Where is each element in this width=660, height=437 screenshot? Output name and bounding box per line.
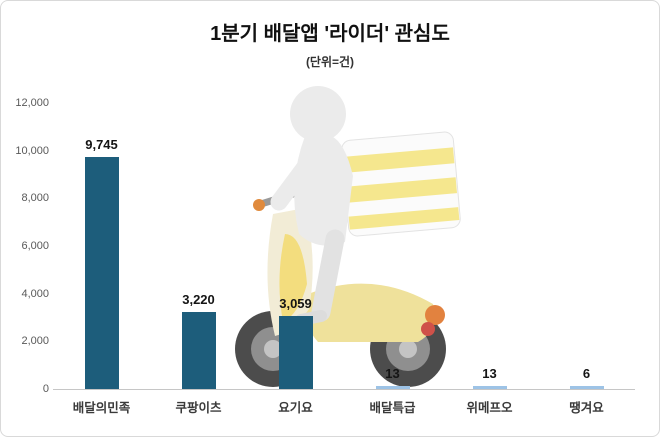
x-tick-label: 요기요 bbox=[278, 401, 313, 415]
y-axis: 0 2,000 4,000 6,000 8,000 10,000 12,000 bbox=[7, 97, 49, 395]
scooter-taillight-icon bbox=[425, 305, 445, 325]
y-tick-label: 12,000 bbox=[15, 97, 49, 109]
bar-value-label: 9,745 bbox=[85, 137, 118, 152]
delivery-box-icon bbox=[341, 131, 461, 237]
scooter-body-icon bbox=[304, 283, 436, 342]
x-tick-label: 쿠팡이츠 bbox=[175, 401, 222, 415]
scooter-taillight2-icon bbox=[421, 322, 435, 336]
bar-columns: 9,745 3,220 3,059 13 13 6 bbox=[53, 103, 635, 389]
y-tick-label: 2,000 bbox=[21, 335, 49, 348]
bar-value-label: 6 bbox=[582, 366, 591, 381]
delivery-rider-illustration bbox=[235, 86, 461, 387]
bar-value-label: 3,220 bbox=[182, 292, 215, 307]
y-tick-label: 4,000 bbox=[21, 287, 49, 300]
y-tick-label: 0 bbox=[42, 383, 49, 395]
chart-subtitle: (단위=건) bbox=[305, 55, 355, 69]
bar-value-label: 13 bbox=[385, 366, 400, 381]
bar bbox=[278, 316, 313, 389]
scooter-mirror-icon bbox=[253, 199, 265, 211]
plot-area: 9,745 3,220 3,059 13 13 6 bbox=[53, 103, 635, 390]
scooter-front-panel-icon bbox=[279, 234, 307, 322]
bar-column: 9,745 bbox=[53, 103, 150, 389]
bar-column: 3,059 bbox=[247, 103, 344, 389]
bar-column: 3,220 bbox=[150, 103, 247, 389]
bar-column: 13 bbox=[441, 103, 538, 389]
bar bbox=[375, 386, 410, 389]
x-tick-label: 배달의민족 bbox=[72, 401, 131, 415]
bar bbox=[472, 386, 507, 389]
bar bbox=[181, 312, 216, 389]
x-tick-label: 위메프오 bbox=[466, 401, 513, 415]
bar bbox=[569, 386, 604, 389]
bar-column: 13 bbox=[344, 103, 441, 389]
bar-value-label: 13 bbox=[482, 366, 497, 381]
bar-value-label: 3,059 bbox=[279, 296, 312, 311]
y-tick-label: 10,000 bbox=[15, 144, 49, 157]
rider-figure-icon bbox=[270, 86, 353, 326]
y-tick-label: 6,000 bbox=[21, 240, 49, 252]
x-tick-label: 땡겨요 bbox=[569, 401, 604, 415]
bar bbox=[84, 157, 119, 389]
x-tick-label: 배달특급 bbox=[369, 401, 416, 415]
y-tick-label: 8,000 bbox=[21, 192, 49, 205]
bar-column: 6 bbox=[538, 103, 635, 389]
x-axis: 배달의민족 쿠팡이츠 요기요 배달특급 위메프오 땡겨요 bbox=[53, 397, 635, 416]
chart-title: 1분기 배달앱 '라이더' 관심도 bbox=[210, 23, 450, 45]
